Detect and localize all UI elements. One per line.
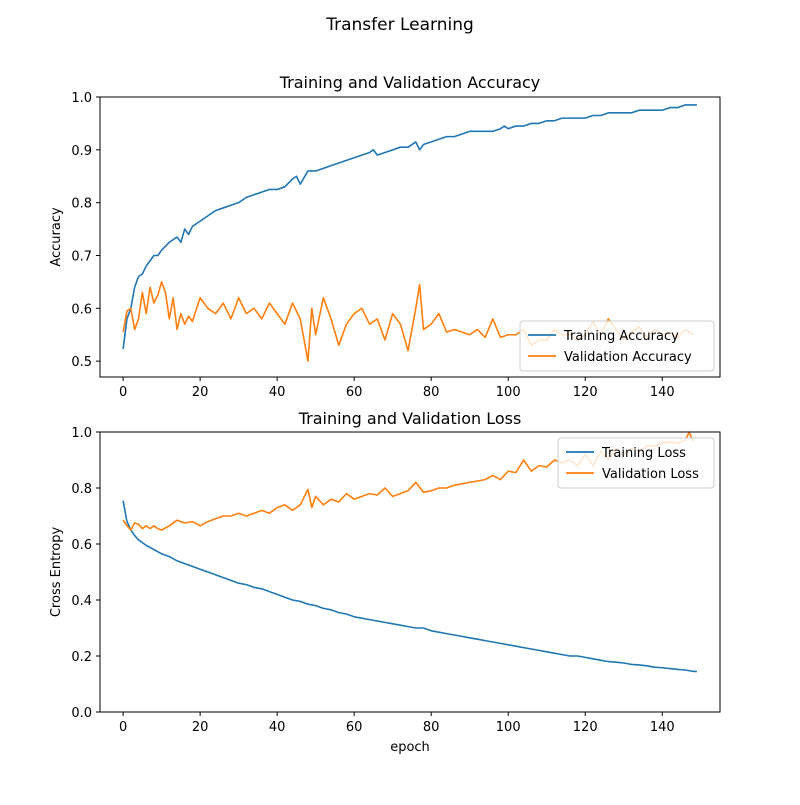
accuracy-y-tick-label: 0.8 [71, 197, 92, 212]
accuracy-legend: Training Accuracy Validation Accuracy [519, 320, 715, 372]
accuracy-y-tick-label: 1.0 [71, 91, 92, 106]
loss-plot-frame [99, 431, 721, 713]
loss-y-tick-label: 0.6 [71, 538, 92, 553]
loss-x-tick-label: 100 [496, 720, 521, 735]
accuracy-x-tick-label: 20 [192, 385, 209, 400]
accuracy-x-tick-label: 120 [573, 385, 598, 400]
loss-x-tick-label: 40 [269, 720, 286, 735]
loss-x-axis-label: epoch [390, 740, 430, 755]
accuracy-y-tick-label: 0.5 [71, 355, 92, 370]
loss-subplot-title: Training and Validation Loss [298, 409, 522, 428]
accuracy-legend-label: Training Accuracy [563, 329, 679, 344]
loss-legend-label: Training Loss [601, 446, 686, 461]
loss-y-tick-label: 0.0 [71, 706, 92, 721]
loss-y-tick-label: 1.0 [71, 426, 92, 441]
loss-legend-box [557, 437, 715, 489]
loss-y-tick-label: 0.2 [71, 650, 92, 665]
loss-x-tick-label: 140 [650, 720, 675, 735]
loss-y-tick-label: 0.4 [71, 594, 92, 609]
accuracy-x-tick-label: 60 [346, 385, 363, 400]
loss-legend-label: Validation Loss [602, 467, 699, 482]
accuracy-x-tick-label: 100 [496, 385, 521, 400]
figure-title: Transfer Learning [325, 15, 474, 35]
loss-series-line-training [122, 500, 697, 673]
accuracy-subplot-title: Training and Validation Accuracy [279, 73, 541, 92]
loss-y-tick-label: 0.8 [71, 482, 92, 497]
accuracy-y-axis-label: Accuracy [49, 207, 64, 267]
loss-x-tick-label: 20 [192, 720, 209, 735]
accuracy-y-tick-label: 0.7 [71, 249, 92, 264]
accuracy-legend-box [519, 320, 715, 372]
loss-x-tick-label: 80 [423, 720, 440, 735]
accuracy-ticks: 0 20 40 60 80 100 120 140 0.5 0.6 0.7 0.8 0.9 1.0 [71, 91, 674, 400]
accuracy-x-tick-label: 80 [423, 385, 440, 400]
accuracy-y-tick-label: 0.9 [71, 144, 92, 159]
loss-x-tick-label: 0 [119, 720, 127, 735]
loss-subplot: Training and Validation Loss Cross Entro… [49, 409, 721, 755]
accuracy-y-tick-label: 0.6 [71, 302, 92, 317]
accuracy-x-tick-label: 140 [650, 385, 675, 400]
accuracy-subplot: Training and Validation Accuracy Accurac… [49, 73, 721, 400]
accuracy-plot-frame [99, 96, 721, 378]
loss-x-tick-label: 60 [346, 720, 363, 735]
accuracy-legend-label: Validation Accuracy [564, 350, 692, 365]
loss-ticks: 0 20 40 60 80 100 120 140 0.0 0.2 0.4 0.6 0.8 1.0 [71, 426, 674, 735]
loss-y-axis-label: Cross Entropy [49, 527, 64, 618]
loss-legend: Training Loss Validation Loss [557, 437, 715, 489]
accuracy-x-tick-label: 40 [269, 385, 286, 400]
loss-x-tick-label: 120 [573, 720, 598, 735]
accuracy-x-tick-label: 0 [119, 385, 127, 400]
accuracy-series-line-training [122, 104, 697, 350]
